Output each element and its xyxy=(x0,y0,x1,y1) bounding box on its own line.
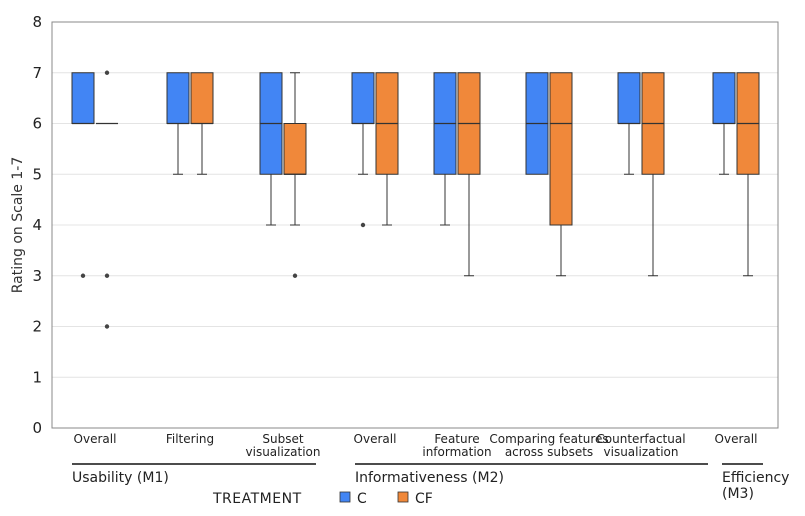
box-cf-1-body xyxy=(190,72,214,124)
legend-swatch-c xyxy=(339,491,351,503)
y-axis-title: Rating on Scale 1-7 xyxy=(10,157,26,293)
category-labels: Overall Filtering SubsetvisualizationOvera… xyxy=(72,432,789,502)
y-tick-label-3: 3 xyxy=(32,267,42,285)
legend-swatch-cf xyxy=(397,491,409,503)
category-label-6-line-0: Counterfactual xyxy=(596,432,685,446)
category-label-1-line-0: Filtering xyxy=(166,432,214,446)
category-label-3-line-0: Overall xyxy=(354,432,397,446)
category-label-4-line-0: Feature xyxy=(434,432,479,446)
box-c-1-body xyxy=(166,72,190,124)
y-tick-label-0: 0 xyxy=(32,419,42,437)
y-tick-label-2: 2 xyxy=(32,318,42,336)
box-cf-2-body xyxy=(283,123,307,175)
y-tick-label-6: 6 xyxy=(32,115,42,133)
category-label-0-line-0: Overall xyxy=(74,432,117,446)
box-cf-0-outlier-1 xyxy=(104,273,110,278)
legend-title: TREATMENT xyxy=(212,491,302,507)
y-tick-label-4: 4 xyxy=(32,216,42,234)
box-c-7-body xyxy=(712,72,736,124)
category-label-2-line-1: visualization xyxy=(246,445,321,459)
legend-label-cf: CF xyxy=(415,491,433,507)
box-cf-5-body xyxy=(549,72,573,226)
box-cf-0-outlier-2 xyxy=(104,324,110,329)
category-label-6-line-1: visualization xyxy=(604,445,679,459)
box-c-3-outlier-0 xyxy=(360,222,366,228)
box-c-3-body xyxy=(351,72,375,124)
gridlines xyxy=(52,21,778,429)
category-label-5-line-0: Comparing features xyxy=(489,432,608,446)
category-label-2-line-0: Subset xyxy=(262,432,303,446)
box-c-6-body xyxy=(617,72,641,124)
y-tick-label-5: 5 xyxy=(32,165,42,183)
box-c-0-outlier-0 xyxy=(80,273,86,278)
boxes xyxy=(71,70,760,329)
box-cf-2-outlier-0 xyxy=(292,273,298,278)
category-label-7-line-0: Overall xyxy=(715,432,758,446)
y-tick-label-7: 7 xyxy=(32,64,42,82)
legend-label-c: C xyxy=(357,491,367,507)
y-tick-label-8: 8 xyxy=(32,13,42,31)
group-label-1-line-0: Informativeness (M2) xyxy=(355,470,504,486)
group-label-0-line-0: Usability (M1) xyxy=(72,470,169,486)
legend: TREATMENT C CF xyxy=(212,491,433,507)
axes: 0 1 2 3 4 5 6 7 8 Rating on Scale 1-7 xyxy=(10,13,779,437)
box-c-0-body xyxy=(71,72,95,124)
group-label-2-line-0: Efficiency xyxy=(722,470,789,486)
plot-frame xyxy=(51,21,779,429)
category-label-5-line-1: across subsets xyxy=(505,445,593,459)
category-label-4-line-1: information xyxy=(422,445,491,459)
box-cf-0-outlier-0 xyxy=(104,70,110,75)
y-tick-label-1: 1 xyxy=(32,368,42,386)
group-label-2-line-1: (M3) xyxy=(722,486,754,502)
